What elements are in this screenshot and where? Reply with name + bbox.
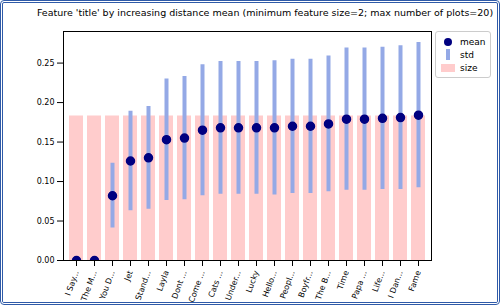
svg-text:Hello...: Hello... [261,269,279,298]
html-text:Feature 'title' by increasing: Feature 'title' by increasing distance m… [36,7,494,18]
svg-text:Layla: Layla [155,269,171,292]
svg-text:0.15: 0.15 [37,138,55,147]
html-text:mean: mean [460,36,486,47]
svg-text:Dont ...: Dont ... [170,269,189,300]
svg-text:Time: Time [335,269,351,291]
svg-text:Boyfr...: Boyfr... [297,269,315,299]
svg-text:Jet: Jet [122,269,134,283]
svg-text:0.20: 0.20 [37,98,55,107]
svg-text:Life...: Life... [371,269,387,293]
svg-text:0.25: 0.25 [37,59,55,68]
svg-text:Peopl...: Peopl... [278,269,296,300]
svg-text:0.05: 0.05 [37,217,55,226]
svg-text:Lucky: Lucky [245,269,261,294]
svg-text:You D...: You D... [98,269,117,301]
svg-text:0.10: 0.10 [37,177,55,186]
svg-text:0.00: 0.00 [37,256,55,265]
svg-text:I Dan...: I Dan... [387,269,405,299]
svg-text:Stand...: Stand... [134,269,153,301]
html-text:std: std [460,49,474,60]
svg-text:Under...: Under... [224,269,243,301]
svg-text:I Say...: I Say... [63,269,80,297]
svg-text:The M...: The M... [79,269,99,302]
svg-text:The B...: The B... [314,269,333,302]
svg-text:Come ...: Come ... [187,269,207,302]
svg-text:Papa ...: Papa ... [350,269,369,300]
svg-text:Fame: Fame [407,269,423,292]
html-text:size: size [460,62,478,73]
svg-text:Cats ...: Cats ... [207,269,225,298]
